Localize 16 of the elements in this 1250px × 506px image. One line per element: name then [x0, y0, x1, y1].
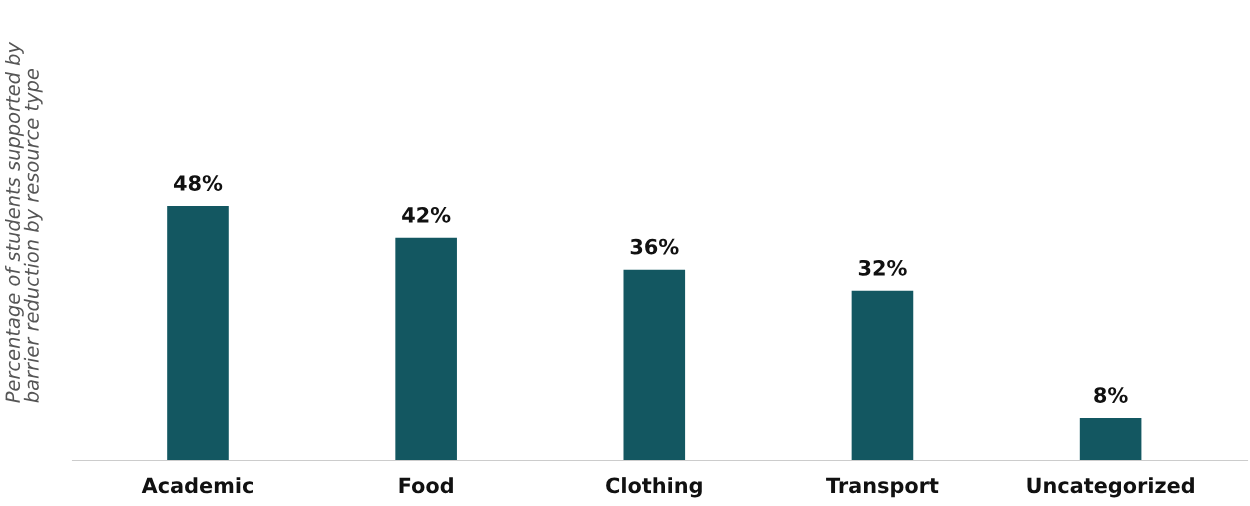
bar	[167, 206, 229, 461]
data-label: 32%	[858, 259, 907, 276]
data-label: 42%	[402, 206, 451, 223]
bar	[395, 237, 457, 461]
x-tick-label: Uncategorized	[1027, 477, 1194, 498]
x-tick-label: Food	[399, 477, 453, 494]
x-tick-label: Clothing	[606, 477, 702, 498]
y-axis-title: Percentage of students supported by barrier reduction by resource type	[5, 41, 43, 403]
data-label: 36%	[630, 238, 679, 255]
bar	[1079, 418, 1142, 461]
x-tick-label: Transport	[826, 477, 939, 498]
data-label: 8%	[1094, 387, 1128, 403]
data-label: 48%	[173, 175, 223, 191]
bar	[623, 269, 686, 461]
x-tick-label: Academic	[141, 477, 253, 494]
bar	[851, 290, 914, 461]
